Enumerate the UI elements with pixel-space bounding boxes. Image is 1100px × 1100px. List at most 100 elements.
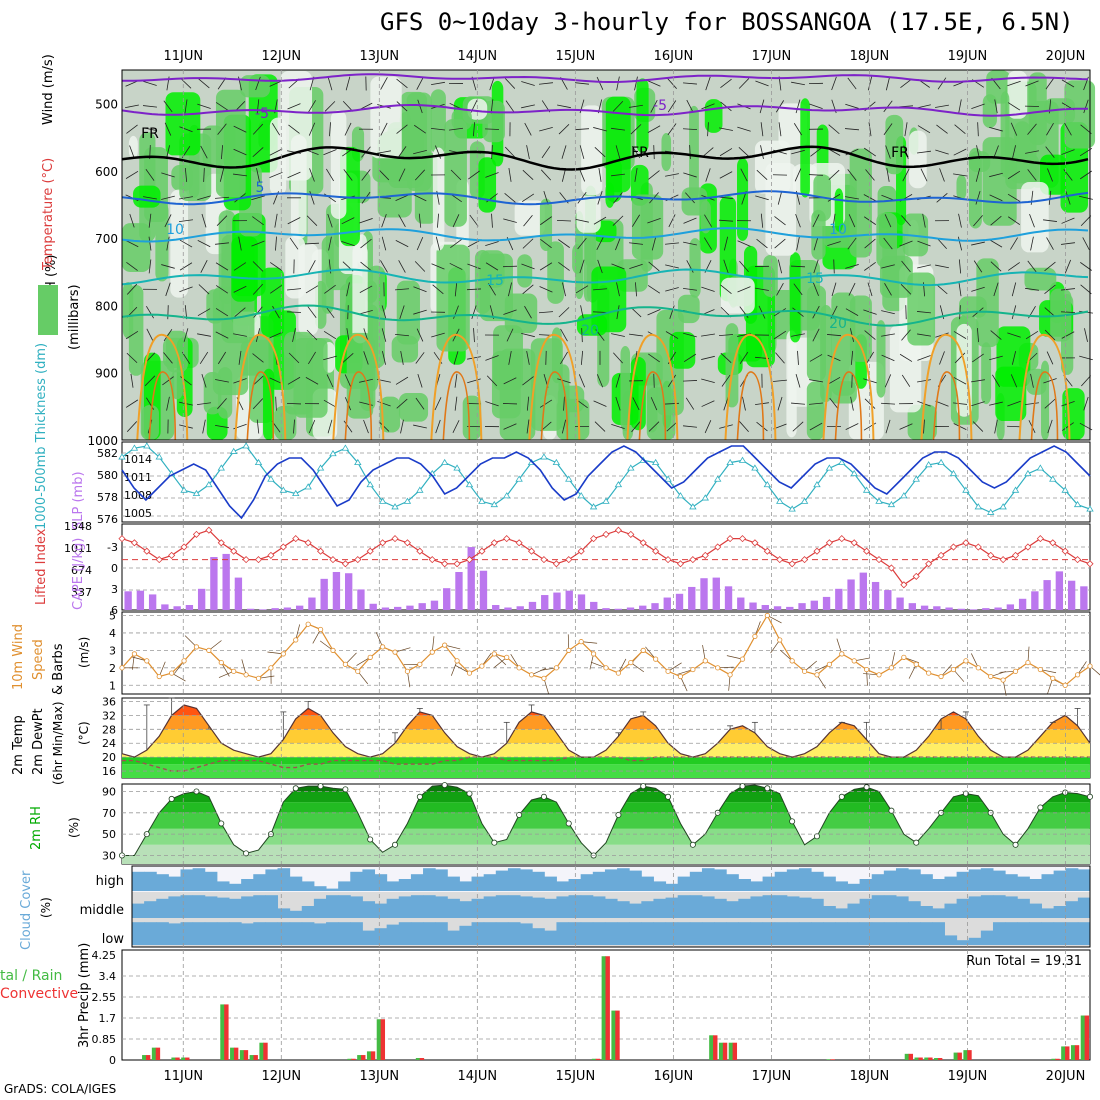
wind-barb <box>503 377 517 385</box>
wind-barb <box>790 265 806 268</box>
wind-barb <box>845 103 859 109</box>
cloud-cell <box>1017 898 1030 918</box>
thickness-point <box>391 503 399 510</box>
cape-bar <box>516 606 524 610</box>
wind-speed-point <box>702 658 708 664</box>
wind-barb <box>543 191 549 205</box>
wind-barb <box>413 424 427 429</box>
wind-barb <box>471 305 477 319</box>
contour-label: 15 <box>486 273 504 289</box>
pressure-tick-label: 800 <box>95 299 118 313</box>
wind-barb <box>1046 237 1054 250</box>
wind-barb <box>756 421 768 432</box>
surface-wind-barb <box>131 656 147 662</box>
wind-barb <box>1007 193 1021 202</box>
wind-barb <box>343 169 353 181</box>
lifted-index-point <box>279 543 287 551</box>
wind-barb <box>922 213 926 228</box>
cape-bar <box>295 605 304 610</box>
cape-tick-label: 1348 <box>64 520 92 533</box>
wind-barb <box>813 282 819 296</box>
wind-barb <box>1044 261 1056 272</box>
wind-speed-tick-label: 4 <box>109 627 116 640</box>
wind-barb <box>845 264 859 269</box>
wind-barb <box>414 169 426 181</box>
surface-wind-barb <box>581 641 598 644</box>
wind-barb <box>616 76 620 91</box>
wind-barb <box>992 374 1000 387</box>
wind-barb <box>233 285 247 293</box>
warm-contour <box>430 333 483 441</box>
wind-barb <box>416 328 424 342</box>
cloud-cell <box>677 922 691 945</box>
thickness-point <box>217 464 225 471</box>
cloud-cell <box>786 896 800 918</box>
rh2m-point <box>640 783 647 790</box>
cloud-cell <box>665 922 679 945</box>
wind-barb <box>989 172 1003 178</box>
wind-barb <box>253 306 263 318</box>
wind-barb <box>306 215 318 226</box>
wind-barb <box>795 99 801 114</box>
surface-wind-barb <box>618 658 627 674</box>
lifted-index-point <box>552 560 560 568</box>
thickness-point <box>800 497 809 504</box>
wind-barb <box>634 167 638 182</box>
cape-bar <box>173 606 181 610</box>
wind-barb <box>1027 260 1037 273</box>
wind-barb <box>179 196 193 200</box>
wind-barb <box>580 350 584 365</box>
wind-barb <box>307 306 317 319</box>
wind-barb <box>1079 355 1093 361</box>
wind-barb <box>738 78 750 89</box>
wind-barb <box>899 353 913 362</box>
precip-run-total: Run Total = 19.31 <box>966 954 1082 969</box>
thickness-point <box>614 480 623 488</box>
lifted-index-point <box>974 543 982 551</box>
rh-blob <box>631 194 664 260</box>
wind-barb <box>791 333 805 337</box>
surface-wind-barb <box>726 655 743 660</box>
cloud-cell <box>980 895 994 918</box>
wind-barb <box>1011 282 1017 297</box>
wind-barb <box>647 125 661 133</box>
wind-barb <box>382 351 386 365</box>
wind-barb <box>395 376 409 385</box>
cloud-cell <box>532 928 545 945</box>
wind-barb <box>432 284 444 295</box>
cloud-cell <box>386 898 400 918</box>
lifted-index-point <box>379 539 387 547</box>
cloud-cell <box>192 922 206 945</box>
wind-barb <box>971 103 985 110</box>
wind-barb <box>632 397 640 411</box>
wind-barb <box>864 262 876 271</box>
wind-barb <box>329 122 331 137</box>
wind-barb <box>323 330 337 340</box>
cloud-cell <box>229 898 242 918</box>
cloud-cell <box>580 874 594 891</box>
rh-fill-bands <box>122 785 1090 864</box>
cape-bar <box>124 591 132 610</box>
thickness-point <box>987 508 995 515</box>
cloud-cell <box>738 922 751 945</box>
precip-tick-label: 3.4 <box>99 970 117 983</box>
wind-barb <box>1048 190 1052 205</box>
lifted-index-point <box>949 543 958 551</box>
wind-barb <box>413 286 427 293</box>
wind-barb <box>953 173 967 177</box>
cloud-cell <box>216 922 230 945</box>
cloud-cell <box>835 922 848 945</box>
cloud-cell <box>544 876 557 891</box>
contour-label: -5 <box>255 106 269 122</box>
temp-band <box>122 757 1090 765</box>
wind-speed-tick-label: 5 <box>109 609 116 622</box>
cloud-cell <box>1053 922 1067 945</box>
warm-contours <box>136 333 1071 441</box>
wind-barb <box>166 396 170 411</box>
wind-barb <box>790 402 806 405</box>
wind-barb <box>287 171 301 179</box>
wind-barb <box>521 263 535 270</box>
thickness-point <box>862 486 871 493</box>
cloud-cell <box>350 871 363 891</box>
wind-barb <box>377 150 391 154</box>
